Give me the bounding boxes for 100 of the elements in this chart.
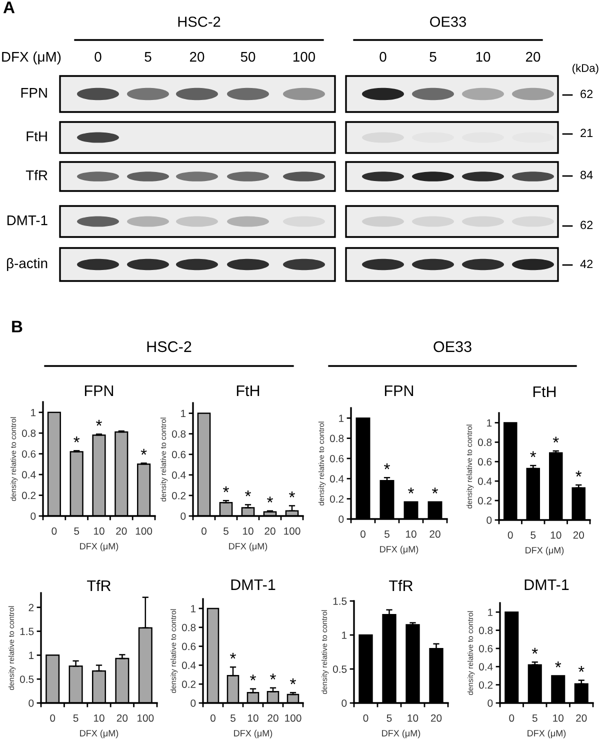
x-tick-label: 10 — [248, 714, 258, 722]
data-label: * — [250, 674, 256, 680]
x-tick-label: 0 — [508, 531, 513, 539]
category-label: 50 — [240, 52, 256, 62]
text: OE33 — [430, 16, 466, 27]
chart-title: DMT-1 — [524, 579, 569, 590]
y-tick-label: 0.2 — [172, 492, 186, 500]
data-label: * — [530, 451, 536, 458]
y-tick-label: 0.2 — [330, 495, 344, 503]
data-label: * — [74, 436, 80, 442]
data-label: * — [290, 678, 296, 684]
chart-title: DMT-1 — [231, 579, 276, 590]
x-tick-label: 10 — [408, 714, 418, 722]
y-tick-label: 0.6 — [478, 458, 492, 466]
category-label: 42 — [580, 260, 593, 268]
y-tick-label: 0.6 — [478, 644, 493, 652]
y-tick-label: 1 — [31, 408, 36, 416]
y-tick-label: 1 — [191, 605, 196, 612]
x-tick-label: 0 — [50, 714, 56, 722]
text: (kDa) — [572, 64, 598, 74]
data-label: * — [245, 490, 251, 496]
x-tick-label: 20 — [576, 714, 587, 722]
category-label: 10 — [476, 52, 490, 62]
y-tick-label: 1.5 — [333, 598, 347, 605]
category-label: 20 — [190, 52, 204, 62]
x-tick-label: 20 — [430, 714, 442, 722]
data-label: * — [270, 674, 276, 680]
x-axis-title: DFX (μM) — [526, 546, 564, 556]
x-axis-title: DFX (μM) — [80, 542, 118, 552]
y-tick-label: 0.6 — [22, 450, 36, 458]
category-label: TfR — [26, 170, 48, 180]
x-tick-label: 5 — [530, 531, 536, 539]
x-tick-label: 0 — [360, 530, 366, 538]
y-tick-label: 0 — [486, 516, 492, 524]
data-label: * — [432, 488, 438, 494]
y-tick-label: 0.2 — [182, 680, 196, 688]
data-label: * — [140, 448, 147, 455]
text: A — [3, 2, 15, 14]
x-tick-label: 5 — [224, 527, 228, 535]
y-tick-label: 0.8 — [330, 434, 344, 442]
x-tick-label: 10 — [550, 531, 562, 539]
x-tick-label: 10 — [406, 530, 416, 538]
text: HSC-2 — [147, 341, 192, 352]
x-axis-title: DFX (μM) — [229, 542, 268, 552]
x-tick-label: 20 — [573, 531, 584, 539]
x-tick-label: 10 — [243, 527, 254, 535]
category-label: 20 — [526, 52, 540, 62]
y-tick-label: 0.6 — [330, 454, 344, 462]
y-tick-label: 0.4 — [172, 471, 186, 479]
category-label: 21 — [580, 128, 593, 138]
x-tick-label: 5 — [532, 714, 538, 722]
category-label: FPN — [21, 88, 47, 98]
category-label: 0 — [94, 52, 102, 62]
x-tick-label: 5 — [74, 527, 80, 535]
y-tick-label: 0.4 — [478, 478, 492, 485]
x-tick-label: 0 — [210, 714, 216, 722]
x-tick-label: 10 — [553, 714, 564, 722]
data-label: * — [555, 661, 562, 668]
y-tick-label: 2 — [28, 604, 34, 612]
text: HSC-2 — [178, 16, 220, 27]
y-tick-label: 0.4 — [330, 475, 344, 483]
x-tick-label: 100 — [136, 527, 152, 535]
x-tick-label: 100 — [284, 527, 300, 535]
y-tick-label: 0.2 — [478, 681, 493, 689]
x-tick-label: 5 — [386, 714, 392, 722]
data-label: * — [267, 496, 273, 502]
y-tick-label: 1 — [339, 414, 344, 422]
x-tick-label: 10 — [94, 714, 104, 722]
y-tick-label: 0.8 — [172, 430, 186, 438]
x-axis-title: DFX (μM) — [380, 546, 418, 554]
data-label: * — [384, 463, 390, 470]
x-tick-label: 5 — [230, 714, 236, 722]
y-tick-label: 1 — [342, 632, 347, 639]
y-tick-label: 1 — [181, 410, 186, 418]
data-label: * — [289, 491, 295, 498]
x-tick-label: 0 — [202, 527, 206, 535]
x-axis-title: DFX (μM) — [528, 730, 566, 738]
y-tick-label: 0 — [190, 700, 196, 707]
x-axis-title: DFX (μM) — [234, 730, 272, 738]
data-label: * — [96, 420, 102, 426]
y-tick-label: 0 — [488, 700, 493, 707]
category-label: β-actin — [7, 258, 48, 271]
x-tick-label: 20 — [264, 527, 276, 535]
chart-title: FPN — [384, 385, 414, 396]
x-axis-title: DFX (μM) — [382, 730, 420, 738]
data-label: * — [532, 648, 538, 654]
category-label: FtH — [26, 132, 47, 142]
category-label: 0 — [380, 52, 386, 62]
y-tick-label: 0.6 — [172, 450, 186, 458]
x-tick-label: 100 — [285, 714, 302, 722]
x-tick-label: 20 — [268, 714, 278, 722]
text: B — [12, 320, 22, 332]
y-tick-label: 0.8 — [478, 626, 493, 634]
chart-title: FtH — [533, 386, 556, 398]
x-tick-label: 20 — [116, 527, 127, 535]
y-tick-label: 0 — [28, 700, 34, 707]
data-label: * — [408, 488, 414, 494]
y-tick-label: 1.5 — [20, 628, 34, 636]
y-tick-label: 0.5 — [332, 666, 347, 673]
y-tick-label: 0 — [338, 516, 344, 523]
